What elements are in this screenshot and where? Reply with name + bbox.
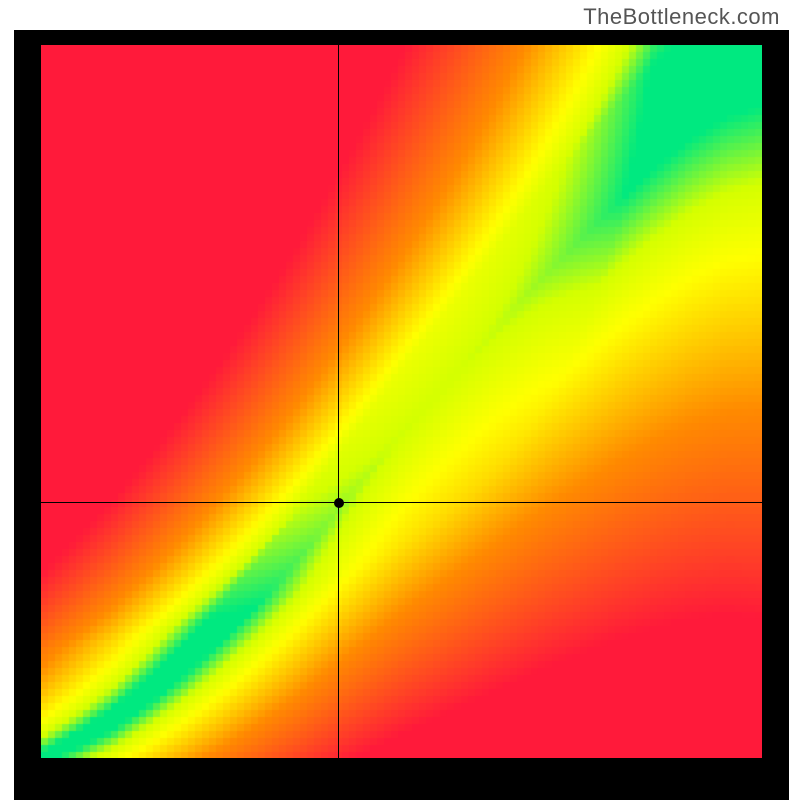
crosshair-vertical — [338, 45, 339, 758]
heatmap-canvas — [41, 45, 762, 758]
crosshair-horizontal — [41, 502, 762, 503]
watermark-text: TheBottleneck.com — [583, 4, 780, 30]
intersection-marker — [334, 498, 344, 508]
